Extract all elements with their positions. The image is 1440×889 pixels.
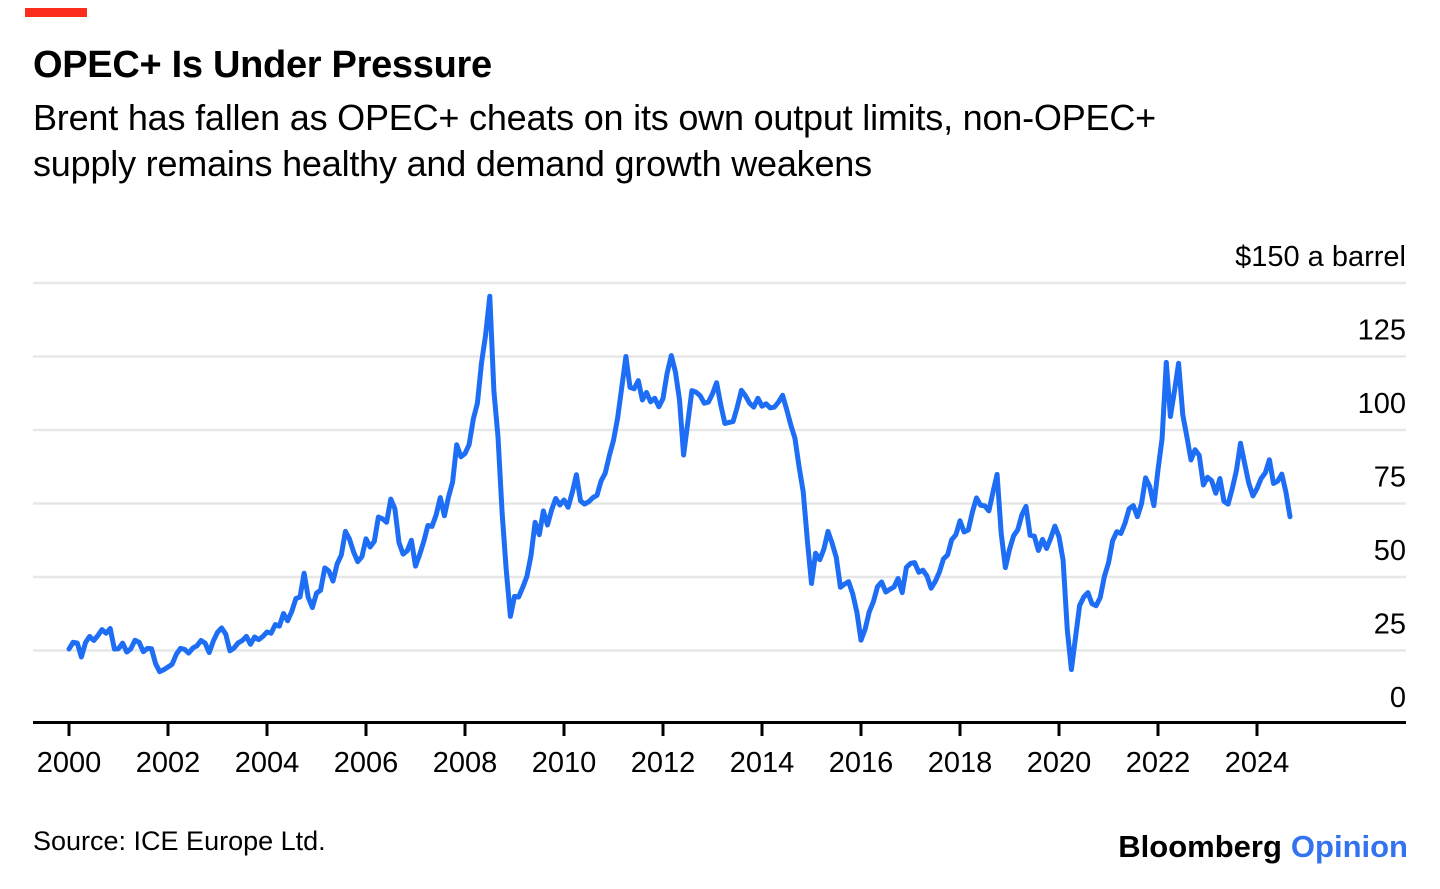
chart-title: OPEC+ Is Under Pressure bbox=[33, 44, 492, 86]
y-tick-label: $150 a barrel bbox=[1235, 241, 1406, 273]
y-tick-label: 50 bbox=[1374, 535, 1406, 567]
x-tick-label: 2000 bbox=[37, 747, 102, 779]
chart-subtitle-line-1: Brent has fallen as OPEC+ cheats on its … bbox=[33, 97, 1156, 138]
x-tick-label: 2014 bbox=[730, 747, 795, 779]
x-tick-label: 2010 bbox=[532, 747, 597, 779]
chart-subtitle: Brent has fallen as OPEC+ cheats on its … bbox=[33, 95, 1156, 187]
y-tick-label: 125 bbox=[1358, 315, 1406, 347]
x-tick-label: 2008 bbox=[433, 747, 498, 779]
brent-price-line bbox=[66, 293, 1293, 675]
y-tick-label: 25 bbox=[1374, 609, 1406, 641]
x-tick-label: 2016 bbox=[829, 747, 894, 779]
y-tick-label: 75 bbox=[1374, 462, 1406, 494]
x-tick-label: 2006 bbox=[334, 747, 399, 779]
x-tick-label: 2022 bbox=[1126, 747, 1191, 779]
x-tick-label: 2012 bbox=[631, 747, 696, 779]
brand-red-bar bbox=[25, 8, 87, 17]
y-tick-label: 100 bbox=[1358, 388, 1406, 420]
x-tick-label: 2020 bbox=[1027, 747, 1092, 779]
x-tick-label: 2002 bbox=[136, 747, 201, 779]
logo-bloomberg: Bloomberg bbox=[1118, 829, 1282, 864]
logo-opinion: Opinion bbox=[1290, 829, 1408, 864]
source-note: Source: ICE Europe Ltd. bbox=[33, 826, 326, 856]
x-tick-label: 2024 bbox=[1225, 747, 1290, 779]
bloomberg-opinion-logo: Bloomberg Opinion bbox=[1118, 829, 1408, 865]
chart-subtitle-line-2: supply remains healthy and demand growth… bbox=[33, 143, 872, 184]
x-tick-label: 2004 bbox=[235, 747, 300, 779]
x-tick-label: 2018 bbox=[928, 747, 993, 779]
y-tick-label: 0 bbox=[1390, 682, 1406, 714]
